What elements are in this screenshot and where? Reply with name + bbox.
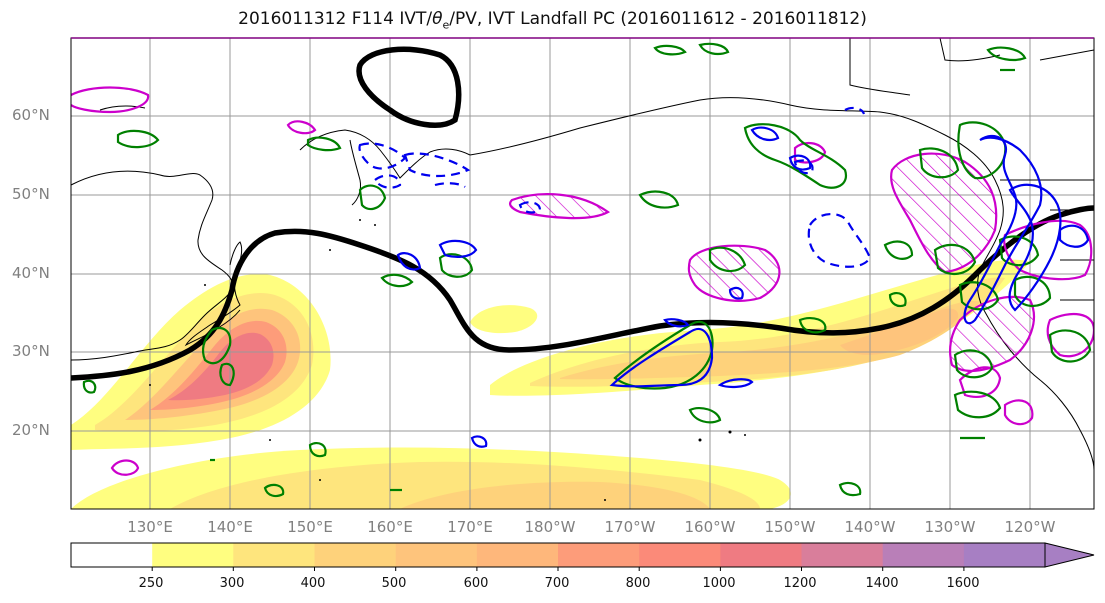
lat-label-30n: 30°N bbox=[12, 342, 50, 360]
lon-label-130w: 130°W bbox=[924, 518, 976, 536]
graticule bbox=[71, 38, 1094, 509]
lon-label-140w: 140°W bbox=[844, 518, 896, 536]
lat-label-50n: 50°N bbox=[12, 185, 50, 203]
colorbar-tick-1400: 1400 bbox=[865, 576, 899, 591]
ivt-shading-tropical bbox=[71, 447, 791, 509]
jet-loop bbox=[356, 46, 462, 128]
lon-label-120w: 120°W bbox=[1004, 518, 1056, 536]
landfall-pc-contours bbox=[71, 86, 1094, 476]
lon-label-150e: 150°E bbox=[287, 518, 333, 536]
lat-label-60n: 60°N bbox=[12, 106, 50, 124]
colorbar-tick-300: 300 bbox=[219, 576, 245, 591]
colorbar-tick-400: 400 bbox=[300, 576, 326, 591]
colorbar-cell bbox=[233, 543, 315, 567]
colorbar-cell bbox=[152, 543, 234, 567]
title-prefix: 2016011312 F114 IVT/ bbox=[238, 9, 433, 29]
colorbar-cell bbox=[395, 543, 478, 567]
lon-label-140e: 140°E bbox=[207, 518, 253, 536]
title-theta: θ bbox=[432, 9, 443, 29]
islands bbox=[149, 219, 746, 501]
lat-label-20n: 20°N bbox=[12, 421, 50, 439]
pv-contours bbox=[396, 126, 1090, 448]
colorbar-cell bbox=[558, 543, 640, 567]
lon-label-160e: 160°E bbox=[367, 518, 413, 536]
lat-label-40n: 40°N bbox=[12, 264, 50, 282]
colorbar-tick-1000: 1000 bbox=[702, 576, 736, 591]
lon-label-180w: 180°W bbox=[524, 518, 576, 536]
colorbar-extend-arrow bbox=[1044, 542, 1095, 568]
colorbar-cell bbox=[963, 543, 1046, 567]
colorbar-cell bbox=[71, 543, 153, 567]
colorbar-cell bbox=[639, 543, 721, 567]
map-title: 2016011312 F114 IVT/θe/PV, IVT Landfall … bbox=[0, 9, 1105, 31]
colorbar-cell bbox=[882, 543, 965, 567]
colorbar-cell bbox=[801, 543, 884, 567]
lon-label-170w: 170°W bbox=[604, 518, 656, 536]
colorbar-cell bbox=[314, 543, 397, 567]
title-suffix: /PV, IVT Landfall PC (2016011612 - 20160… bbox=[449, 9, 867, 29]
pv-contours-dashed bbox=[358, 106, 872, 268]
colorbar-tick-800: 800 bbox=[625, 576, 651, 591]
colorbar-tick-250: 250 bbox=[138, 576, 164, 591]
colorbar bbox=[70, 542, 1095, 571]
lon-label-170e: 170°E bbox=[447, 518, 493, 536]
colorbar-tick-1200: 1200 bbox=[783, 576, 817, 591]
theta-e-contours bbox=[82, 42, 1092, 498]
lon-label-130e: 130°E bbox=[127, 518, 173, 536]
coastlines bbox=[71, 38, 1094, 471]
colorbar-tick-700: 700 bbox=[544, 576, 570, 591]
colorbar-tick-500: 500 bbox=[381, 576, 407, 591]
lon-label-160w: 160°W bbox=[684, 518, 736, 536]
colorbar-tick-1600: 1600 bbox=[946, 576, 980, 591]
lon-label-150w: 150°W bbox=[764, 518, 816, 536]
colorbar-cell bbox=[720, 543, 803, 567]
title-theta-sub: e bbox=[442, 18, 450, 32]
colorbar-tick-600: 600 bbox=[463, 576, 489, 591]
colorbar-cell bbox=[476, 543, 559, 567]
colorbar-frame bbox=[70, 542, 1046, 568]
